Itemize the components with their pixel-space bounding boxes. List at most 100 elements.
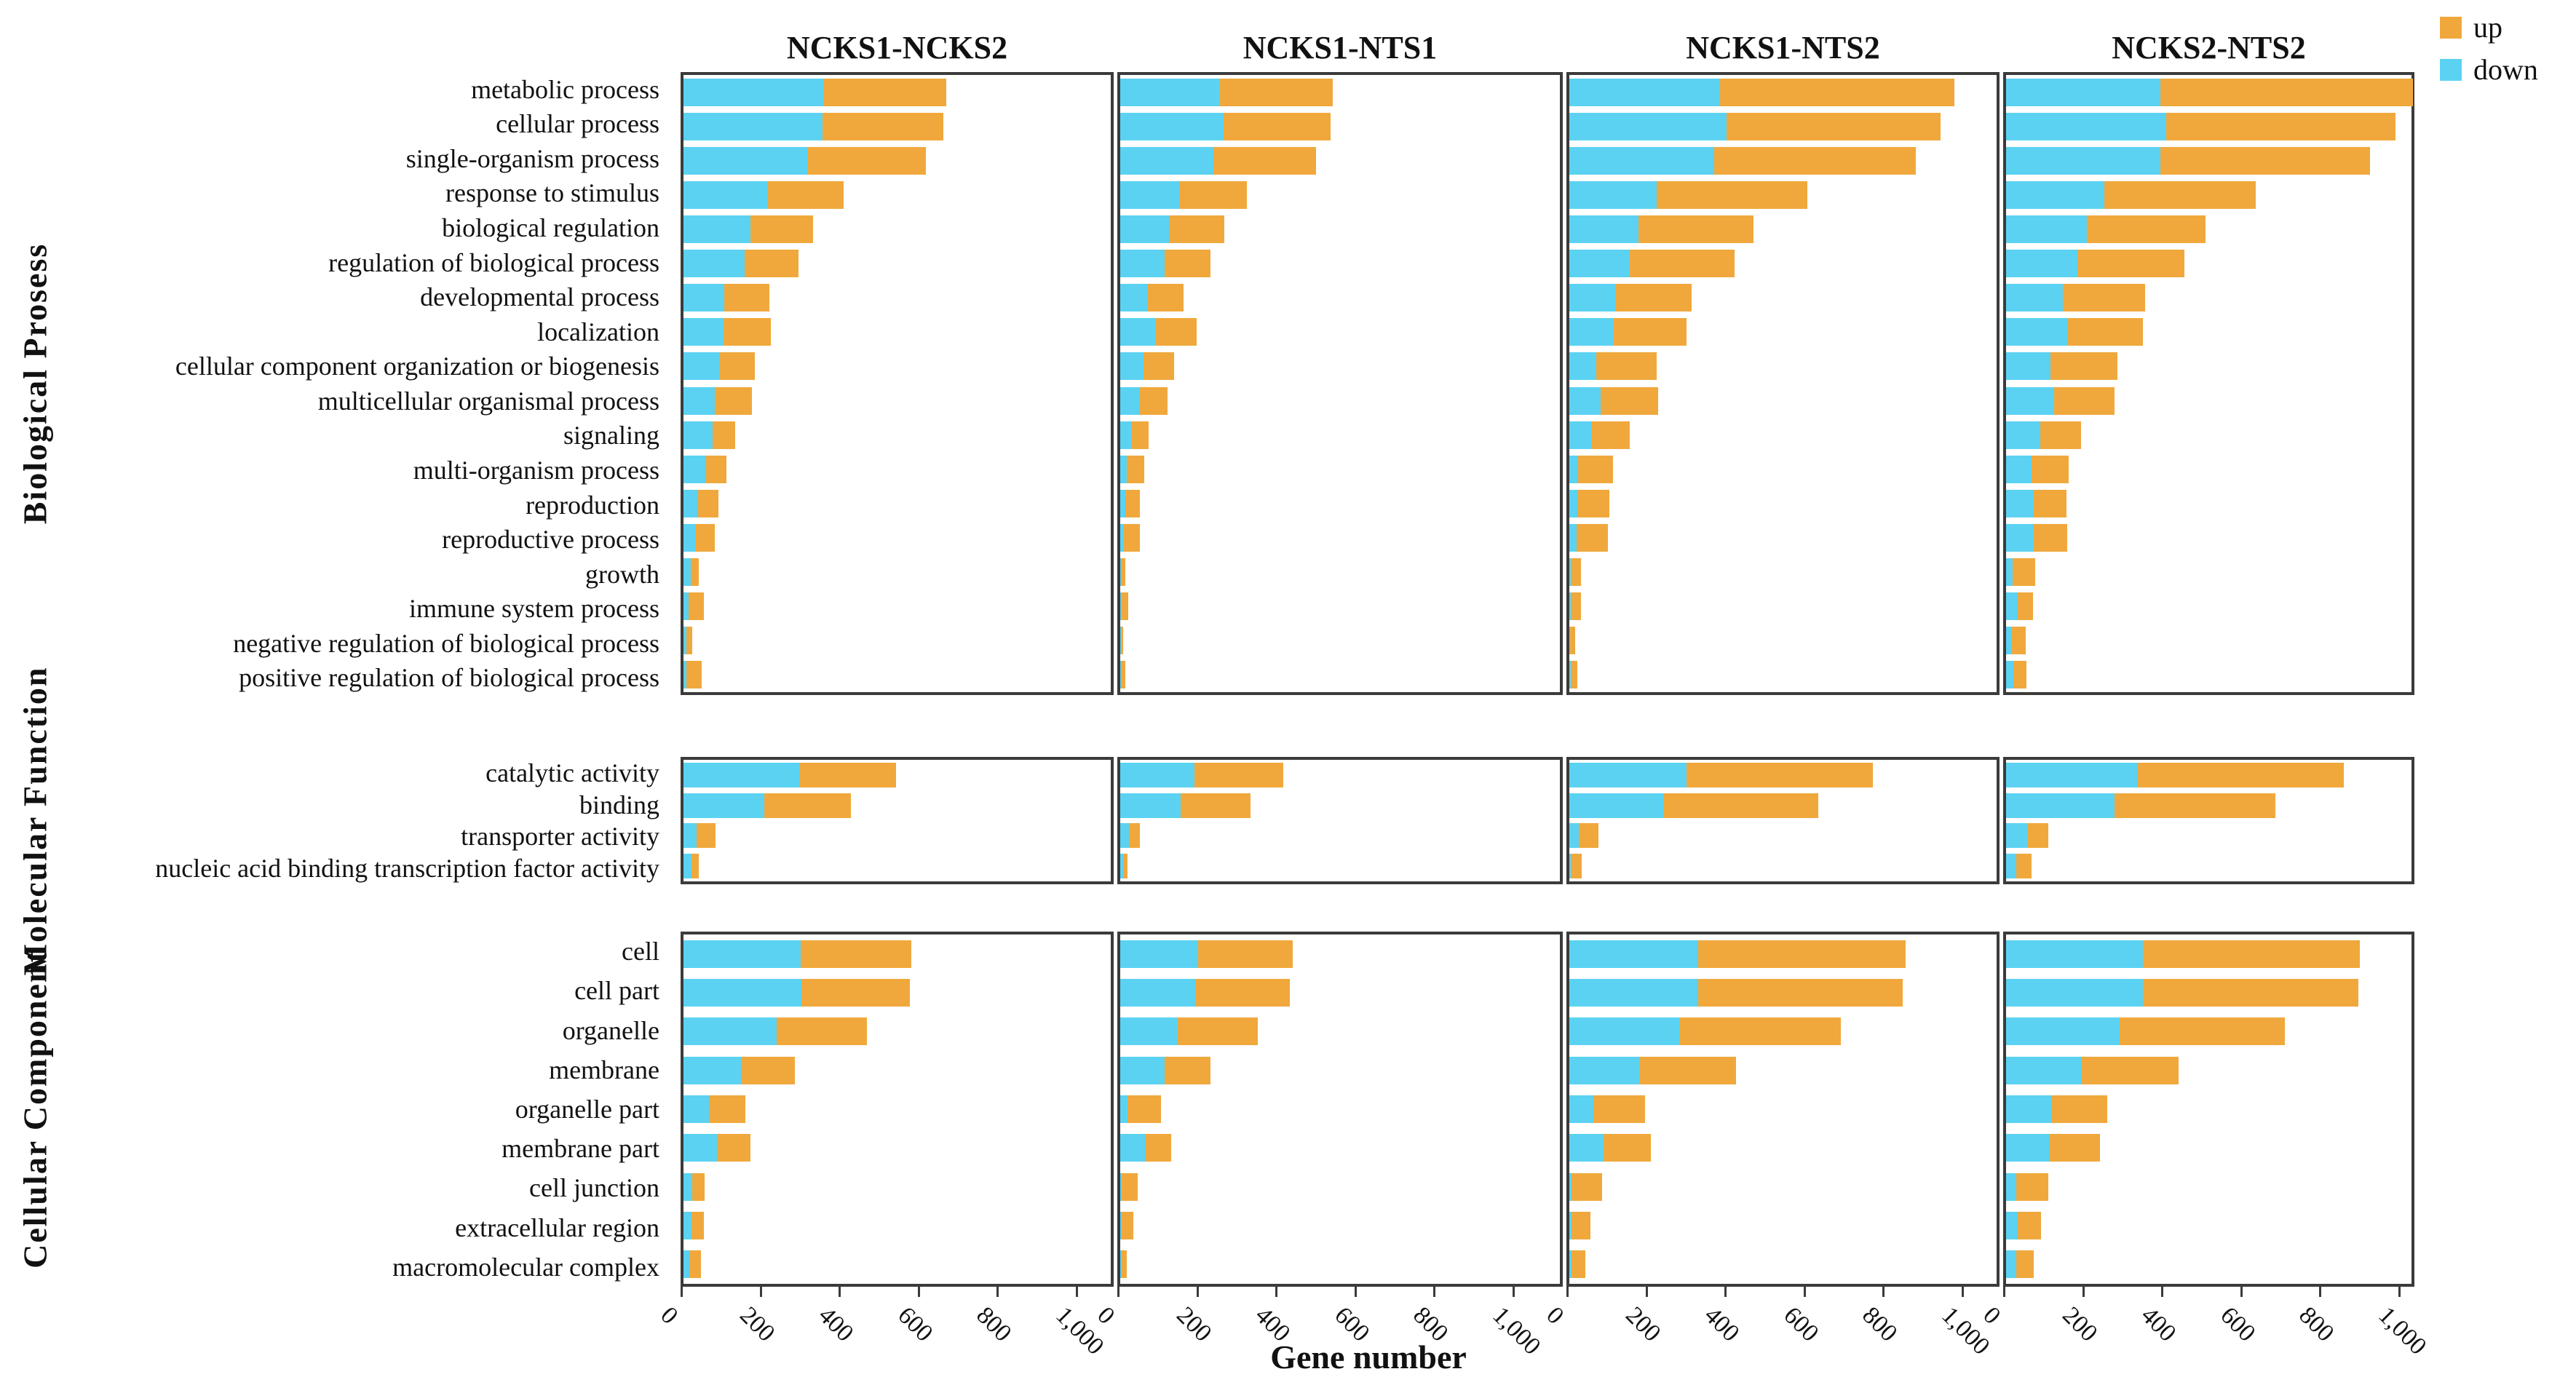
down-segment <box>1569 318 1614 346</box>
stacked-bar <box>683 352 756 381</box>
stacked-bar <box>1569 661 1578 689</box>
stacked-bar <box>1120 489 1141 517</box>
down-segment <box>1569 1211 1572 1239</box>
up-segment <box>720 352 756 381</box>
bar-row <box>2006 1206 2411 1245</box>
bar-row <box>2006 1129 2411 1167</box>
bar-row <box>1120 178 1560 212</box>
stacked-bar <box>683 854 700 879</box>
stacked-bar <box>683 1134 750 1162</box>
bar-row <box>2006 790 2411 821</box>
down-segment <box>1569 146 1714 175</box>
category-label: single-organism process <box>405 143 659 173</box>
stacked-bar <box>2006 762 2345 787</box>
bar-row <box>1120 281 1560 315</box>
down-segment <box>2006 854 2017 879</box>
stacked-bar <box>2006 1211 2041 1239</box>
stacked-bar <box>2006 318 2143 346</box>
stacked-bar <box>2006 455 2069 483</box>
down-segment <box>2006 558 2013 587</box>
bar-row <box>2006 555 2411 590</box>
bar-row <box>1120 520 1560 555</box>
stacked-bar <box>683 1172 705 1201</box>
up-segment <box>2082 1056 2179 1084</box>
down-segment <box>2006 1211 2018 1239</box>
bar-row <box>1569 973 1997 1012</box>
up-segment <box>777 1017 867 1046</box>
down-segment <box>1120 1017 1178 1046</box>
x-tick-label: 400 <box>2136 1301 2181 1347</box>
stacked-bar <box>2006 284 2146 312</box>
down-segment <box>683 1056 741 1084</box>
x-tick-mark <box>1513 1287 1515 1297</box>
stacked-bar <box>683 78 946 106</box>
up-segment <box>689 1250 702 1279</box>
up-segment <box>1178 180 1247 209</box>
bar-row <box>1120 973 1560 1012</box>
stacked-bar <box>2006 823 2049 849</box>
legend-item-down: down <box>2440 55 2538 84</box>
down-segment <box>1569 284 1615 312</box>
category-label: membrane <box>549 1055 659 1084</box>
down-segment <box>1569 823 1580 849</box>
up-segment <box>1591 421 1630 449</box>
stacked-bar <box>683 592 705 621</box>
up-segment <box>1125 489 1141 517</box>
down-segment <box>2006 284 2063 312</box>
up-segment <box>1120 627 1123 655</box>
category-label: cell <box>622 937 659 967</box>
stacked-bar <box>1120 146 1316 175</box>
down-segment <box>683 1211 692 1239</box>
bar-row <box>1569 1090 1997 1128</box>
stacked-bar <box>683 455 727 483</box>
up-segment <box>2018 592 2033 621</box>
category-label: regulation of biological process <box>328 247 659 277</box>
plot-panel-ncks1-nts2-cc <box>1566 932 2000 1287</box>
down-segment <box>1569 455 1579 483</box>
bar-row <box>1120 143 1560 178</box>
up-segment <box>2067 318 2143 346</box>
up-segment <box>2165 112 2395 140</box>
plot-panel-ncks1-nts1-cc <box>1117 932 1563 1287</box>
category-label: immune system process <box>409 594 659 624</box>
bar-row <box>1120 1129 1560 1167</box>
bar-row <box>1120 1051 1560 1090</box>
down-segment <box>2006 112 2166 140</box>
stacked-bar <box>683 215 814 243</box>
stacked-bar <box>1120 793 1251 818</box>
down-segment <box>683 523 696 552</box>
down-segment <box>1120 215 1169 243</box>
stacked-bar <box>2006 386 2115 415</box>
category-label: organelle part <box>515 1094 659 1124</box>
stacked-bar <box>1120 112 1331 140</box>
up-segment <box>1640 1056 1737 1084</box>
up-segment <box>1144 352 1175 381</box>
panel-title-ncks1-nts2: NCKS1-NTS2 <box>1686 30 1880 66</box>
bar-row <box>683 1245 1111 1284</box>
bar-row <box>683 973 1111 1012</box>
down-segment <box>2006 78 2161 106</box>
x-tick-mark <box>2398 1287 2401 1297</box>
bar-row <box>2006 760 2411 790</box>
down-segment <box>1120 112 1224 140</box>
stacked-bar <box>2006 1095 2107 1123</box>
bar-row <box>1120 760 1560 790</box>
stacked-bar <box>1569 180 1807 209</box>
up-segment <box>1571 854 1582 879</box>
stacked-bar <box>1120 1134 1171 1162</box>
up-segment <box>1601 386 1659 415</box>
x-axis-title: Gene number <box>1270 1338 1467 1376</box>
category-labels-cc: cell cell part organelle membrane organelle … <box>0 932 670 1287</box>
stacked-bar <box>683 1056 796 1084</box>
down-segment <box>1569 386 1601 415</box>
bar-row <box>683 109 1111 143</box>
up-segment <box>1719 78 1954 106</box>
category-label: positive regulation of biological proces… <box>239 663 659 693</box>
stacked-bar <box>1120 978 1291 1007</box>
plot-panel-ncks2-nts2-cc <box>2003 932 2414 1287</box>
down-segment <box>2006 1056 2082 1084</box>
category-label: biological regulation <box>442 213 659 243</box>
down-segment <box>2006 1250 2017 1279</box>
bar-row <box>683 1129 1111 1167</box>
up-segment <box>1178 1017 1259 1046</box>
